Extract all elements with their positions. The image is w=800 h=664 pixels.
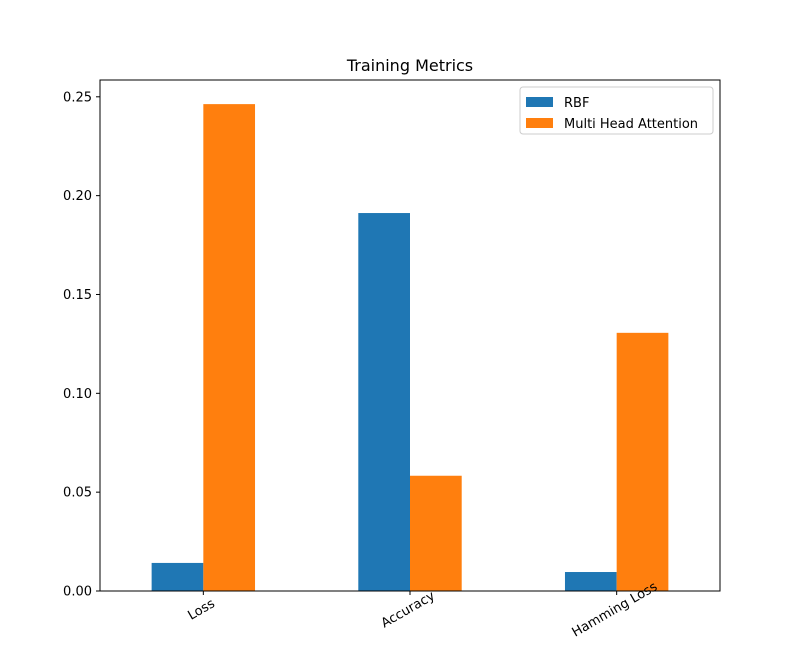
legend-box [519, 86, 714, 135]
y-axis: 0.00 0.05 0.10 0.15 0.20 0.25 [63, 90, 100, 600]
y-tick-label: 0.10 [63, 387, 92, 402]
plot-frame [99, 79, 721, 592]
bar-rbf-loss [151, 562, 204, 591]
chart-title: Training Metrics [346, 56, 473, 75]
bars-layer [151, 104, 669, 592]
bar-multi-head-attention-accuracy [410, 475, 462, 591]
y-tick-label: 0.05 [63, 486, 92, 501]
legend-swatch [526, 97, 553, 107]
legend-label: RBF [564, 96, 589, 111]
legend-label: Multi Head Attention [564, 117, 698, 132]
y-tick-label: 0.25 [63, 90, 92, 105]
bar-rbf-accuracy [358, 213, 410, 592]
y-tick-label: 0.15 [63, 288, 92, 303]
bar-multi-head-attention-loss [203, 104, 256, 592]
legend-swatch [526, 118, 553, 128]
y-tick-label: 0.00 [63, 585, 92, 600]
bar-multi-head-attention-hamming-loss [616, 332, 669, 591]
y-tick-label: 0.20 [63, 189, 92, 204]
legend: RBF Multi Head Attention [519, 86, 714, 135]
bar-rbf-hamming-loss [564, 572, 617, 591]
